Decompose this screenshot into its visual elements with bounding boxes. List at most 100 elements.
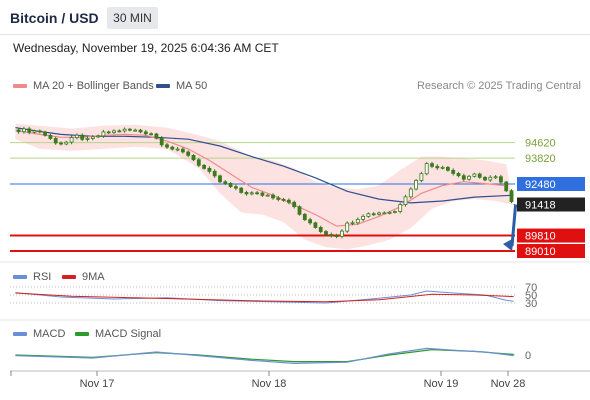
candle <box>106 130 111 134</box>
candle <box>207 166 212 174</box>
candle-body <box>143 131 148 135</box>
time-tick-label: Nov 19 <box>424 378 459 390</box>
price-label-89010: 89010 <box>525 246 556 258</box>
price-tag-89810 <box>517 228 585 243</box>
candle-body <box>308 219 313 224</box>
candle <box>493 174 498 180</box>
candle <box>424 162 429 176</box>
candle-body <box>398 204 403 212</box>
ma50-swatch <box>156 84 170 89</box>
candle-body <box>498 176 503 183</box>
candle <box>96 134 100 139</box>
timeframe-button[interactable]: 30 MIN <box>107 7 158 29</box>
candle <box>324 229 328 237</box>
price-tag-89010 <box>517 244 585 258</box>
candle-body <box>430 163 434 167</box>
time-tick-label: Nov 28 <box>491 378 526 390</box>
candle <box>244 190 249 196</box>
candle-body <box>90 136 95 139</box>
rsi-ma-label: 9MA <box>82 271 105 283</box>
candle <box>37 129 42 134</box>
candle <box>445 166 450 172</box>
candle-body <box>324 231 328 235</box>
candle <box>414 179 419 191</box>
report-datetime: Wednesday, November 19, 2025 6:04:36 AM … <box>13 41 279 55</box>
candle <box>297 205 302 216</box>
legend-macd: MACD <box>13 328 65 340</box>
candle-body <box>334 235 339 238</box>
macd-signal-line <box>15 348 514 363</box>
candle <box>53 136 58 145</box>
candle <box>260 191 265 197</box>
candle <box>467 174 472 181</box>
candle <box>202 164 207 170</box>
forecast-arrow-head <box>503 238 514 251</box>
candle <box>472 172 477 178</box>
candle-body <box>318 227 323 232</box>
candle <box>398 202 403 214</box>
candle-body <box>149 133 154 136</box>
candle <box>159 136 164 148</box>
candle-body <box>382 212 387 215</box>
candle-body <box>32 130 37 133</box>
candle-body <box>196 159 201 166</box>
price-label-93820: 93820 <box>525 153 556 165</box>
candle-body <box>408 188 413 198</box>
candle-body <box>419 173 424 181</box>
price-tag-91418 <box>517 197 585 212</box>
price-tag-92480 <box>517 177 585 191</box>
rsi-tick-30: 30 <box>525 298 537 310</box>
candle-body <box>53 138 58 144</box>
candle <box>302 212 307 222</box>
candle-body <box>106 131 111 134</box>
candle <box>64 140 69 146</box>
candle-body <box>456 173 461 177</box>
candle-body <box>435 165 440 169</box>
candle <box>75 133 79 140</box>
candle <box>154 132 159 140</box>
candle <box>403 194 408 207</box>
candle-body <box>387 211 392 214</box>
candle <box>101 129 106 138</box>
candle <box>191 154 196 162</box>
candle <box>435 164 440 170</box>
rsi-swatch <box>13 275 27 280</box>
candle <box>233 184 238 191</box>
candle-body <box>504 181 509 192</box>
candle-body <box>43 131 47 136</box>
candle <box>318 225 323 234</box>
candle-body <box>180 148 185 153</box>
candle <box>377 211 381 216</box>
candle <box>228 182 233 189</box>
candle <box>143 129 148 136</box>
candle <box>286 198 291 205</box>
candle <box>392 210 397 214</box>
candle <box>127 127 132 132</box>
candle <box>186 150 191 158</box>
time-tick-label: Nov 18 <box>252 378 287 390</box>
candle-body <box>255 192 260 195</box>
candle-body <box>345 222 350 232</box>
candle-body <box>361 215 366 220</box>
candle <box>255 191 260 195</box>
rsi-tick-70: 70 <box>525 282 537 294</box>
candle-body <box>509 190 514 202</box>
candle <box>350 220 355 226</box>
price-label-91418: 91418 <box>525 200 556 212</box>
candle <box>488 175 493 182</box>
candle-body <box>16 129 21 133</box>
candle-body <box>228 183 233 188</box>
candle-body <box>117 130 122 133</box>
candle-body <box>207 167 212 172</box>
candle <box>138 128 143 134</box>
candle-body <box>191 154 196 161</box>
candle <box>122 127 127 133</box>
macd-swatch <box>13 332 27 337</box>
candle <box>329 232 334 238</box>
candle <box>16 127 21 134</box>
macd-signal-swatch <box>75 332 89 337</box>
candle <box>265 193 270 197</box>
candle <box>483 176 487 182</box>
candle-body <box>170 146 175 150</box>
